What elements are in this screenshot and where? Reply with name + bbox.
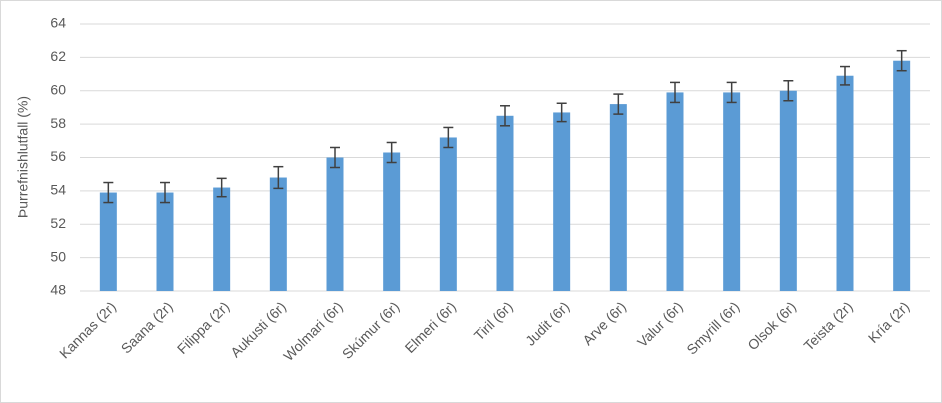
x-tick-label: Filippa (2r) bbox=[174, 298, 233, 357]
bar bbox=[269, 177, 287, 291]
x-tick-label: Olsok (6r) bbox=[744, 298, 799, 353]
error-bar bbox=[216, 177, 227, 198]
error-bar bbox=[896, 49, 907, 72]
error-bar bbox=[556, 102, 567, 123]
x-tick-label: Teista (2r) bbox=[800, 298, 855, 353]
error-bar bbox=[500, 105, 510, 127]
bar bbox=[666, 92, 684, 291]
x-tick-label: Aukusti (6r) bbox=[227, 298, 289, 360]
x-tick-label: Tiril (6r) bbox=[471, 298, 516, 343]
error-bar bbox=[103, 181, 114, 204]
bar bbox=[213, 187, 231, 291]
x-tick-label: Valur (6r) bbox=[634, 298, 686, 350]
error-bar bbox=[783, 79, 794, 102]
x-tick-label: Wolmari (6r) bbox=[280, 298, 346, 364]
error-bar bbox=[273, 165, 284, 190]
bar bbox=[723, 92, 741, 291]
bar bbox=[326, 157, 344, 291]
error-bar bbox=[443, 126, 454, 149]
bar bbox=[496, 115, 514, 291]
bar bbox=[553, 112, 571, 291]
x-tick-label: Elmeri (6r) bbox=[402, 298, 460, 356]
x-tick-label: Judit (6r) bbox=[522, 298, 572, 348]
x-tick-label: Arve (6r) bbox=[579, 298, 629, 348]
bar bbox=[893, 60, 911, 292]
y-tick-label: 64 bbox=[50, 15, 66, 31]
y-tick-label: 58 bbox=[50, 115, 66, 131]
error-bar bbox=[726, 81, 737, 104]
bar bbox=[439, 137, 457, 291]
error-bar bbox=[613, 93, 624, 115]
error-bar bbox=[330, 146, 340, 169]
y-tick-label: 62 bbox=[50, 48, 66, 64]
x-tick-label: Smyrill (6r) bbox=[683, 298, 742, 357]
x-tick-label: Saana (2r) bbox=[118, 298, 176, 356]
y-tick-label: 56 bbox=[50, 148, 66, 164]
error-bar bbox=[840, 65, 850, 86]
x-tick-label: Kría (2r) bbox=[865, 298, 913, 346]
y-tick-label: 48 bbox=[50, 282, 66, 298]
bar bbox=[99, 192, 117, 291]
x-tick-label: Skúmur (6r) bbox=[339, 298, 403, 362]
x-tick-label: Kannas (2r) bbox=[56, 298, 119, 361]
bar bbox=[383, 152, 401, 291]
error-bar bbox=[160, 181, 170, 204]
bar bbox=[609, 104, 627, 291]
bar bbox=[156, 192, 174, 291]
y-tick-label: 54 bbox=[50, 182, 66, 198]
bar bbox=[779, 90, 797, 291]
error-bar bbox=[386, 141, 397, 164]
y-tick-label: 52 bbox=[50, 215, 66, 231]
y-axis-label: Þurrefnishlutfall (%) bbox=[15, 96, 31, 218]
y-tick-label: 60 bbox=[50, 81, 66, 97]
y-tick-label: 50 bbox=[50, 248, 66, 264]
error-bar bbox=[670, 81, 680, 104]
bar bbox=[836, 75, 854, 291]
